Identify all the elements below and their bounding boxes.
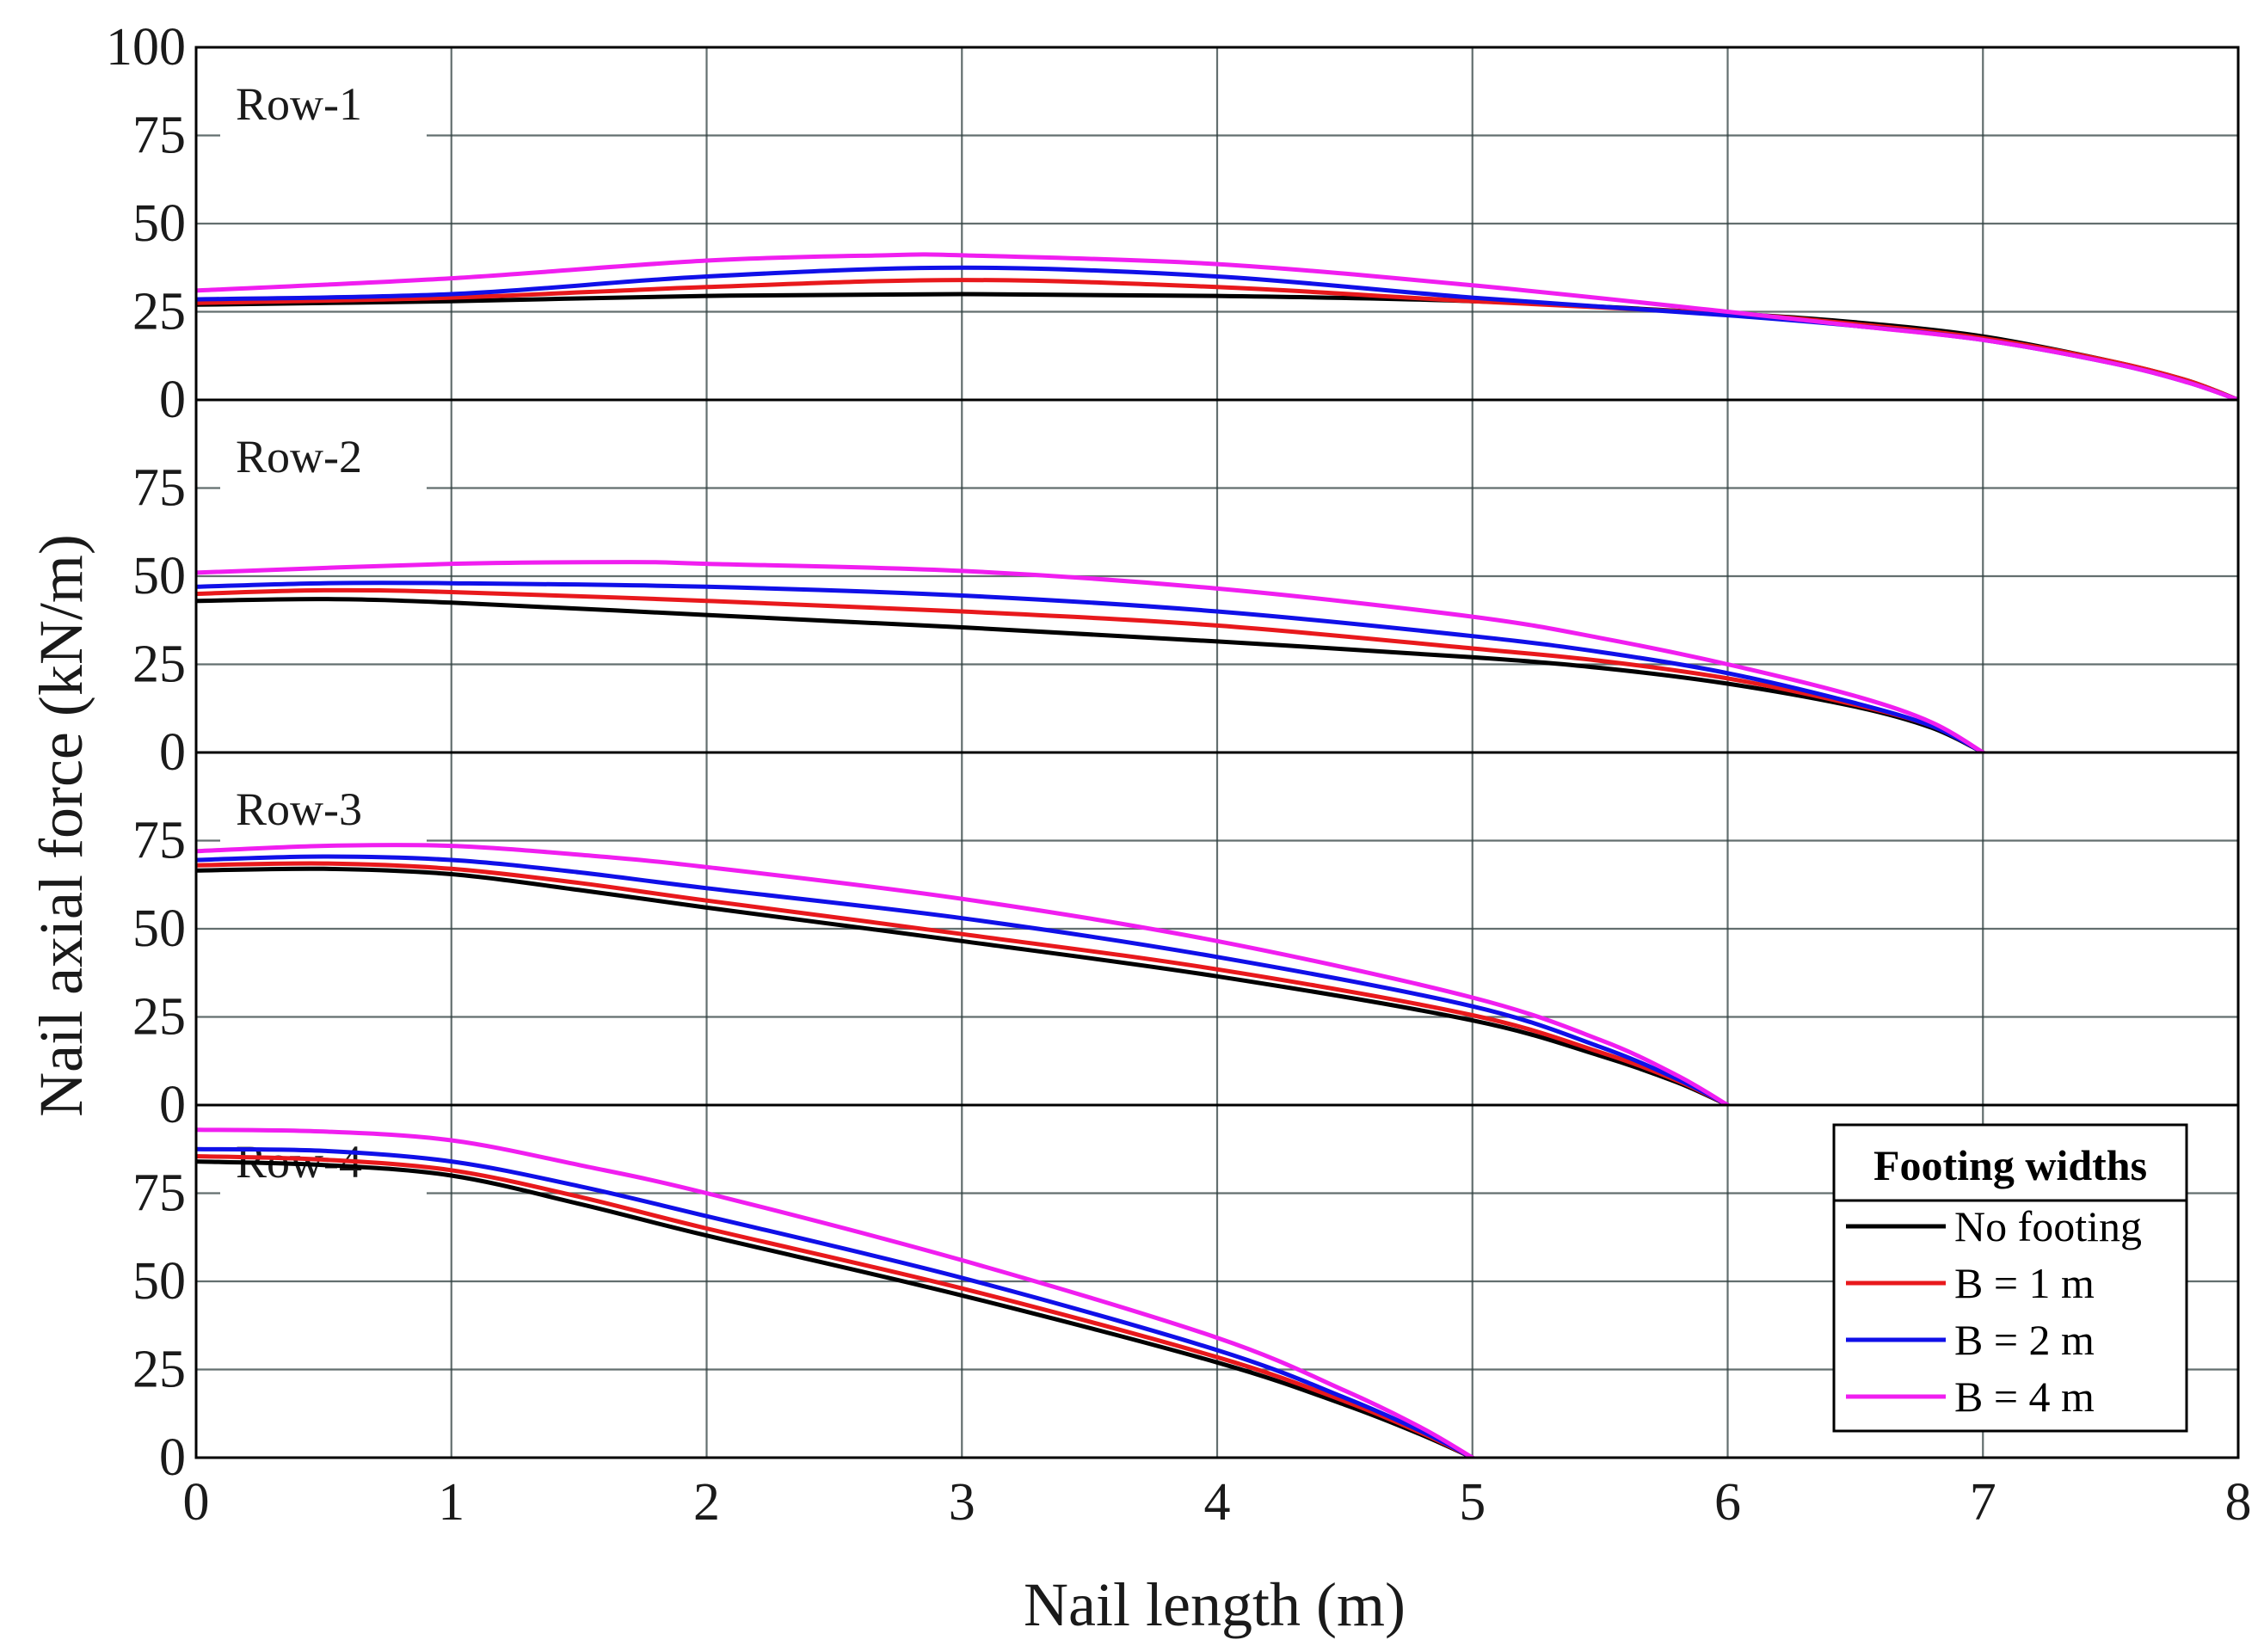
panel-label: Row-2: [236, 431, 362, 482]
x-tick-label: 8: [2225, 1473, 2252, 1532]
series-line-b-4-m: [196, 252, 2238, 401]
y-tick-label: 50: [132, 1252, 186, 1311]
series-line-no-footing: [196, 866, 1730, 1106]
panel-label: Row-1: [236, 78, 362, 130]
x-axis-title: Nail length (m): [1024, 1570, 1406, 1639]
x-tick-label: 7: [1970, 1473, 1996, 1532]
series-line-b-1-m: [196, 1154, 1475, 1459]
series-line-b-4-m: [196, 843, 1730, 1106]
y-tick-label: 75: [132, 1164, 186, 1223]
x-axis: 0 1 2 3 4 5 6 7 8: [183, 1473, 2252, 1532]
panel-series: [196, 252, 2238, 401]
panel-label-box: [220, 415, 427, 494]
x-tick-label: 4: [1204, 1473, 1231, 1532]
legend-entry: B = 2 m: [1954, 1316, 2095, 1364]
series-line-b-4-m: [196, 560, 1985, 753]
y-tick-label: 0: [159, 723, 186, 782]
series-line-b-2-m: [196, 1146, 1475, 1459]
panel-label-box: [220, 768, 427, 847]
legend-box: [1832, 1123, 2188, 1433]
y-tick-label: 25: [132, 283, 186, 341]
legend-entry: No footing: [1954, 1202, 2142, 1250]
panel-1: 0 25 50 75 100 Row-1: [106, 18, 2240, 429]
y-tick-label: 0: [159, 1076, 186, 1134]
y-axis-title: Nail axial force (kN/m): [27, 534, 95, 1117]
y-tick-label: 0: [159, 1428, 186, 1487]
y-tick-label: 50: [132, 547, 186, 605]
y-tick-label: 0: [159, 371, 186, 429]
y-tick-label: 75: [132, 107, 186, 165]
legend-entry: B = 1 m: [1954, 1259, 2095, 1307]
panel-series: [196, 843, 1730, 1106]
series-line-no-footing: [196, 1159, 1475, 1459]
panel-series: [196, 1127, 1475, 1459]
panel-label-box: [220, 63, 427, 142]
panel-series: [196, 560, 1985, 753]
panel-2: 0 25 50 75 Row-2: [132, 398, 2240, 782]
y-tick-label: 75: [132, 812, 186, 870]
y-tick-label: 25: [132, 636, 186, 694]
y-tick-label: 50: [132, 194, 186, 253]
series-line-b-2-m: [196, 854, 1730, 1106]
series-line-no-footing: [196, 597, 1985, 753]
x-tick-label: 0: [183, 1473, 210, 1532]
series-line-b-4-m: [196, 1127, 1475, 1459]
y-tick-label: 75: [132, 459, 186, 518]
y-tick-label: 50: [132, 900, 186, 958]
panel-frame: [194, 1103, 2240, 1459]
legend-entry: B = 4 m: [1954, 1373, 2095, 1421]
legend-title: Footing widths: [1873, 1141, 2147, 1189]
y-tick-label: 100: [106, 18, 186, 77]
panel-3: 0 25 50 75 Row-3: [132, 751, 2240, 1134]
x-tick-label: 1: [438, 1473, 464, 1532]
x-tick-label: 3: [949, 1473, 975, 1532]
y-tick-label: 25: [132, 988, 186, 1047]
series-line-b-2-m: [196, 580, 1985, 753]
x-tick-label: 5: [1459, 1473, 1486, 1532]
x-tick-label: 6: [1714, 1473, 1741, 1532]
series-line-b-1-m: [196, 587, 1985, 753]
legend: Footing widths No footing B = 1 m B = 2 m B …: [1832, 1123, 2188, 1433]
y-tick-label: 25: [132, 1341, 186, 1399]
series-line-b-1-m: [196, 861, 1730, 1106]
panel-label: Row-3: [236, 783, 362, 835]
x-tick-label: 2: [693, 1473, 720, 1532]
